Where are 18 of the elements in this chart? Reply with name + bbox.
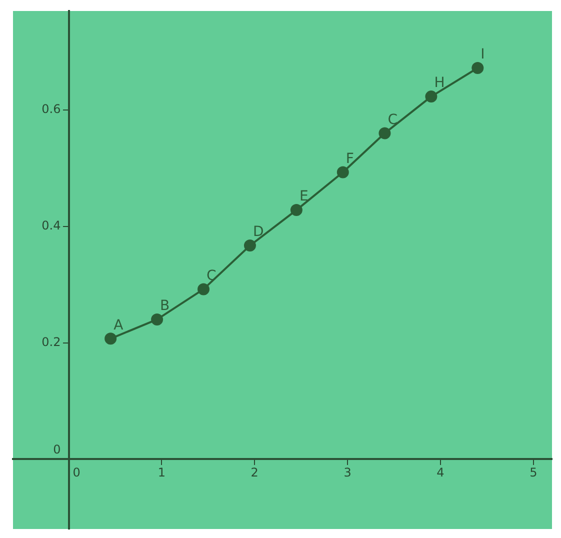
annotation: H [434,75,445,92]
x-tick-label: 5 [530,465,538,480]
annotation: I [480,46,485,63]
annotation: A [114,317,124,334]
y-tick-label: 0 [53,442,61,456]
x-tick-label: 3 [344,465,352,480]
annotation: D [252,224,264,240]
x-tick-label: 1 [158,465,166,480]
annotation: E [299,188,308,205]
x-tick-label: 0 [72,465,80,480]
y-tick-label: 0.4 [42,218,61,232]
x-tick-label: 2 [250,465,258,480]
annotation: B [160,298,170,314]
x-tick-label: 4 [436,465,444,480]
annotation: C [388,112,398,128]
annotation: F [346,150,354,167]
y-tick-label: 0.6 [42,102,61,116]
y-tick-label: 0.2 [42,334,61,349]
